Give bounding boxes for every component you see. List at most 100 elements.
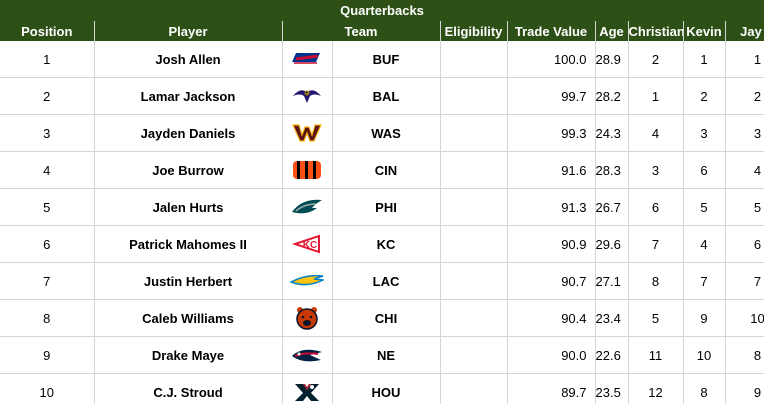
jay-rank-cell[interactable]: 8 [725,336,764,374]
kevin-rank-cell[interactable]: 4 [683,225,726,263]
trade-value-cell[interactable]: 90.7 [507,262,596,300]
column-header-christian[interactable]: Christian [628,21,684,41]
age-cell[interactable]: 23.4 [595,299,629,337]
position-cell[interactable]: 6 [0,225,95,263]
player-name-cell[interactable]: Josh Allen [94,41,283,78]
table-row[interactable]: 2 Lamar Jackson BAL 99.7 28.2 1 2 2 [0,77,764,115]
column-header-kevin[interactable]: Kevin [683,21,726,41]
christian-rank-cell[interactable]: 12 [628,373,684,404]
team-code-cell[interactable]: KC [332,225,441,263]
christian-rank-cell[interactable]: 1 [628,77,684,115]
position-cell[interactable]: 9 [0,336,95,374]
jay-rank-cell[interactable]: 5 [725,188,764,226]
table-row[interactable]: 7 Justin Herbert LAC 90.7 27.1 8 7 7 [0,262,764,300]
trade-value-cell[interactable]: 90.4 [507,299,596,337]
kevin-rank-cell[interactable]: 1 [683,41,726,78]
table-row[interactable]: 4 Joe Burrow CIN 91.6 28.3 3 6 4 [0,151,764,189]
table-row[interactable]: 8 Caleb Williams CHI 90.4 23.4 5 9 10 [0,299,764,337]
eligibility-cell[interactable] [440,336,508,374]
kevin-rank-cell[interactable]: 5 [683,188,726,226]
christian-rank-cell[interactable]: 7 [628,225,684,263]
kevin-rank-cell[interactable]: 2 [683,77,726,115]
eligibility-cell[interactable] [440,225,508,263]
position-cell[interactable]: 5 [0,188,95,226]
player-name-cell[interactable]: Joe Burrow [94,151,283,189]
trade-value-cell[interactable]: 99.3 [507,114,596,152]
kevin-rank-cell[interactable]: 7 [683,262,726,300]
position-cell[interactable]: 3 [0,114,95,152]
team-code-cell[interactable]: BAL [332,77,441,115]
team-logo-cell[interactable] [282,262,333,300]
trade-value-cell[interactable]: 89.7 [507,373,596,404]
kevin-rank-cell[interactable]: 6 [683,151,726,189]
team-logo-cell[interactable] [282,299,333,337]
column-header-team[interactable]: Team [282,21,441,41]
column-header-jay[interactable]: Jay K [725,21,764,41]
christian-rank-cell[interactable]: 4 [628,114,684,152]
team-code-cell[interactable]: HOU [332,373,441,404]
jay-rank-cell[interactable]: 10 [725,299,764,337]
table-row[interactable]: 1 Josh Allen BUF 100.0 28.9 2 1 1 [0,41,764,78]
eligibility-cell[interactable] [440,41,508,78]
player-name-cell[interactable]: Justin Herbert [94,262,283,300]
position-cell[interactable]: 10 [0,373,95,404]
jay-rank-cell[interactable]: 2 [725,77,764,115]
team-code-cell[interactable]: WAS [332,114,441,152]
player-name-cell[interactable]: Caleb Williams [94,299,283,337]
table-row[interactable]: 9 Drake Maye NE 90.0 22.6 11 10 8 [0,336,764,374]
trade-value-cell[interactable]: 90.9 [507,225,596,263]
kevin-rank-cell[interactable]: 8 [683,373,726,404]
kevin-rank-cell[interactable]: 10 [683,336,726,374]
table-row[interactable]: 6 Patrick Mahomes II KC KC 90.9 29.6 7 4 6 [0,225,764,263]
christian-rank-cell[interactable]: 3 [628,151,684,189]
table-row[interactable]: 3 Jayden Daniels WAS 99.3 24.3 4 3 3 [0,114,764,152]
eligibility-cell[interactable] [440,77,508,115]
column-header-trade-value[interactable]: Trade Value [507,21,596,41]
trade-value-cell[interactable]: 91.6 [507,151,596,189]
age-cell[interactable]: 28.3 [595,151,629,189]
age-cell[interactable]: 28.9 [595,41,629,78]
column-header-player[interactable]: Player [94,21,283,41]
trade-value-cell[interactable]: 90.0 [507,336,596,374]
team-logo-cell[interactable] [282,114,333,152]
team-code-cell[interactable]: PHI [332,188,441,226]
team-code-cell[interactable]: CHI [332,299,441,337]
jay-rank-cell[interactable]: 7 [725,262,764,300]
eligibility-cell[interactable] [440,373,508,404]
team-code-cell[interactable]: CIN [332,151,441,189]
trade-value-cell[interactable]: 91.3 [507,188,596,226]
column-header-age[interactable]: Age [595,21,629,41]
team-code-cell[interactable]: LAC [332,262,441,300]
kevin-rank-cell[interactable]: 3 [683,114,726,152]
team-code-cell[interactable]: NE [332,336,441,374]
eligibility-cell[interactable] [440,114,508,152]
player-name-cell[interactable]: Drake Maye [94,336,283,374]
table-row[interactable]: 10 C.J. Stroud HOU 89.7 23.5 12 8 9 [0,373,764,404]
team-logo-cell[interactable] [282,41,333,78]
player-name-cell[interactable]: Jalen Hurts [94,188,283,226]
jay-rank-cell[interactable]: 1 [725,41,764,78]
christian-rank-cell[interactable]: 2 [628,41,684,78]
column-header-position[interactable]: Position [0,21,95,41]
player-name-cell[interactable]: C.J. Stroud [94,373,283,404]
christian-rank-cell[interactable]: 6 [628,188,684,226]
christian-rank-cell[interactable]: 5 [628,299,684,337]
eligibility-cell[interactable] [440,262,508,300]
jay-rank-cell[interactable]: 6 [725,225,764,263]
age-cell[interactable]: 28.2 [595,77,629,115]
christian-rank-cell[interactable]: 11 [628,336,684,374]
age-cell[interactable]: 23.5 [595,373,629,404]
position-cell[interactable]: 2 [0,77,95,115]
age-cell[interactable]: 22.6 [595,336,629,374]
player-name-cell[interactable]: Jayden Daniels [94,114,283,152]
team-logo-cell[interactable]: KC [282,225,333,263]
trade-value-cell[interactable]: 100.0 [507,41,596,78]
team-logo-cell[interactable] [282,77,333,115]
position-cell[interactable]: 7 [0,262,95,300]
age-cell[interactable]: 26.7 [595,188,629,226]
christian-rank-cell[interactable]: 8 [628,262,684,300]
table-row[interactable]: 5 Jalen Hurts PHI 91.3 26.7 6 5 5 [0,188,764,226]
age-cell[interactable]: 29.6 [595,225,629,263]
team-logo-cell[interactable] [282,336,333,374]
team-logo-cell[interactable] [282,373,333,404]
